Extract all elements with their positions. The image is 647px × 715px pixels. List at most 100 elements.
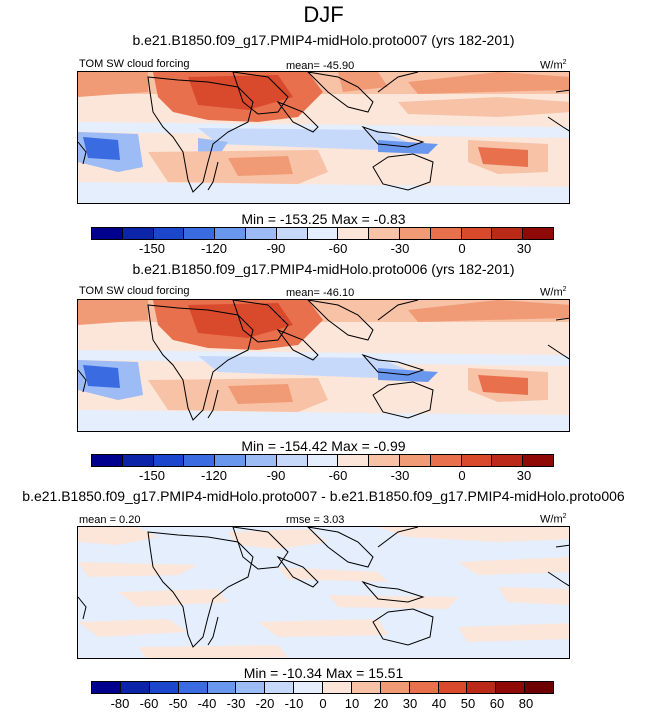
colorbar-tick: -30 xyxy=(390,468,410,483)
colorbar-swatch xyxy=(184,228,216,239)
panel-3-units-label: W/m2 xyxy=(540,513,567,526)
panel-1-minmax: Min = -153.25 Max = -0.83 xyxy=(241,211,406,227)
panel-2-units-label: W/m2 xyxy=(540,286,567,299)
colorbar-tick: -10 xyxy=(284,696,304,711)
colorbar-tick: 50 xyxy=(460,696,476,711)
colorbar-swatch xyxy=(215,455,246,466)
panel-3-map xyxy=(77,526,570,659)
colorbar-swatch xyxy=(399,228,431,239)
colorbar-swatch xyxy=(207,682,237,693)
panel-2-variable-label: TOM SW cloud forcing xyxy=(79,285,190,297)
panel-2-colorbar xyxy=(91,454,554,467)
colorbar-swatch xyxy=(122,228,154,239)
panel-2-minmax: Min = -154.42 Max = -0.99 xyxy=(241,438,406,454)
colorbar-swatch xyxy=(467,682,497,693)
panel-1-colorbar-ticks: -150 -120 -90 -60 -30 0 30 xyxy=(0,241,647,257)
colorbar-swatch xyxy=(184,455,216,466)
colorbar-tick: -120 xyxy=(200,468,228,483)
colorbar-swatch xyxy=(461,228,493,239)
panel-2-map-field xyxy=(78,300,569,431)
colorbar-tick: -150 xyxy=(138,241,166,256)
colorbar-swatch xyxy=(523,228,553,239)
panel-1-map xyxy=(77,71,570,204)
panel-2-map xyxy=(77,299,570,432)
colorbar-tick: -80 xyxy=(110,696,130,711)
colorbar-swatch xyxy=(525,682,553,693)
colorbar-tick: 0 xyxy=(458,468,466,483)
panel-3-colorbar xyxy=(91,681,554,694)
panel-3-colorbar-ticks: -80 -60 -50 -40 -30 -20 -10 0 10 20 30 4… xyxy=(0,696,647,712)
colorbar-swatch xyxy=(92,682,121,693)
colorbar-swatch xyxy=(120,682,150,693)
colorbar-swatch xyxy=(380,682,410,693)
colorbar-tick: -30 xyxy=(226,696,246,711)
colorbar-swatch xyxy=(461,455,493,466)
colorbar-swatch xyxy=(276,228,308,239)
panel-3-mean-label: mean = 0.20 xyxy=(79,514,141,526)
colorbar-swatch xyxy=(153,228,185,239)
panel-3-minmax: Min = -10.34 Max = 15.51 xyxy=(243,665,404,681)
colorbar-swatch xyxy=(430,455,462,466)
colorbar-tick: 30 xyxy=(516,241,532,256)
colorbar-swatch xyxy=(245,228,277,239)
colorbar-swatch xyxy=(153,455,185,466)
colorbar-tick: 20 xyxy=(373,696,389,711)
colorbar-swatch xyxy=(245,455,277,466)
colorbar-tick: -90 xyxy=(266,241,286,256)
panel-1-units-label: W/m2 xyxy=(540,59,567,72)
colorbar-swatch xyxy=(215,228,246,239)
panel-2-mean-label: mean= -46.10 xyxy=(286,287,355,299)
colorbar-tick: 80 xyxy=(518,696,534,711)
colorbar-tick: -50 xyxy=(168,696,188,711)
colorbar-swatch xyxy=(149,682,179,693)
colorbar-tick: -120 xyxy=(200,241,228,256)
colorbar-swatch xyxy=(399,455,431,466)
colorbar-swatch xyxy=(323,682,352,693)
panel-3-title: b.e21.B1850.f09_g17.PMIP4-midHolo.proto0… xyxy=(22,488,625,504)
colorbar-swatch xyxy=(122,455,154,466)
colorbar-tick: -60 xyxy=(328,468,348,483)
colorbar-tick: -60 xyxy=(328,241,348,256)
colorbar-swatch xyxy=(496,682,526,693)
colorbar-tick: -30 xyxy=(390,241,410,256)
colorbar-tick: -20 xyxy=(255,696,275,711)
colorbar-tick: 0 xyxy=(319,696,327,711)
colorbar-tick: 60 xyxy=(489,696,505,711)
colorbar-tick: -90 xyxy=(266,468,286,483)
colorbar-swatch xyxy=(236,682,266,693)
colorbar-swatch xyxy=(265,682,295,693)
colorbar-tick: -60 xyxy=(139,696,159,711)
colorbar-tick: 0 xyxy=(458,241,466,256)
colorbar-swatch xyxy=(492,228,524,239)
colorbar-swatch xyxy=(92,455,123,466)
panel-1-map-field xyxy=(78,72,569,203)
panel-1-title: b.e21.B1850.f09_g17.PMIP4-midHolo.proto0… xyxy=(132,32,515,48)
colorbar-swatch xyxy=(351,682,381,693)
colorbar-swatch xyxy=(92,228,123,239)
panel-1-colorbar xyxy=(91,227,554,240)
panel-2-colorbar-ticks: -150 -120 -90 -60 -30 0 30 xyxy=(0,468,647,484)
colorbar-swatch xyxy=(409,682,439,693)
panel-3-map-field xyxy=(78,527,569,658)
colorbar-swatch xyxy=(369,228,400,239)
panel-1-mean-label: mean= -45.90 xyxy=(286,60,355,72)
colorbar-swatch xyxy=(178,682,208,693)
colorbar-swatch xyxy=(338,455,370,466)
colorbar-swatch xyxy=(438,682,468,693)
colorbar-tick: 30 xyxy=(516,468,532,483)
colorbar-tick: 40 xyxy=(431,696,447,711)
colorbar-tick: -40 xyxy=(197,696,217,711)
colorbar-swatch xyxy=(276,455,308,466)
colorbar-swatch xyxy=(307,455,339,466)
colorbar-swatch xyxy=(430,228,462,239)
panel-1-variable-label: TOM SW cloud forcing xyxy=(79,58,190,70)
colorbar-swatch xyxy=(294,682,323,693)
figure-title: DJF xyxy=(303,2,344,27)
colorbar-swatch xyxy=(338,228,370,239)
panel-2-title: b.e21.B1850.f09_g17.PMIP4-midHolo.proto0… xyxy=(132,261,515,277)
colorbar-tick: 30 xyxy=(402,696,418,711)
colorbar-swatch xyxy=(307,228,339,239)
colorbar-tick: -150 xyxy=(138,468,166,483)
colorbar-tick: 10 xyxy=(344,696,360,711)
colorbar-swatch xyxy=(492,455,524,466)
